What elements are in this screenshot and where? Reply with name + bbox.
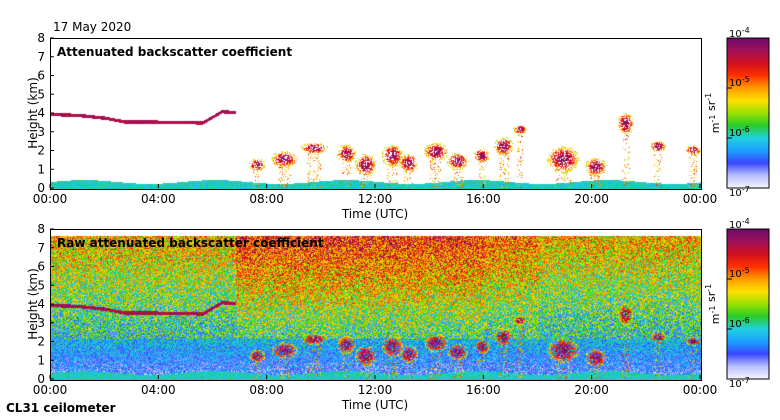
colorbar-tick-label: 10-7 [729, 185, 750, 199]
y-tick-label: 0 [37, 372, 45, 386]
panel-title: Attenuated backscatter coefficient [57, 45, 293, 59]
y-tick-label: 3 [37, 125, 45, 139]
y-tick-label: 8 [37, 31, 45, 45]
x-tick-label: 04:00 [141, 383, 176, 397]
y-tick-label: 2 [37, 144, 45, 158]
y-tick-label: 6 [37, 69, 45, 83]
x-axis-label: Time (UTC) [341, 207, 408, 221]
axes: 00:00 04:00 08:00 12:00 16:00 20:00 00:0001234… [26, 26, 770, 221]
y-axis-label: Height (km) [26, 77, 40, 148]
colorbar-tick-label: 10-7 [729, 376, 750, 390]
x-tick-label: 08:00 [249, 192, 284, 206]
panel-title: Raw attenuated backscatter coefficient [57, 236, 324, 250]
x-tick-label: 12:00 [358, 383, 393, 397]
y-tick-label: 1 [37, 162, 45, 176]
x-tick-label: 04:00 [141, 192, 176, 206]
colorbar-tick-label: 10-6 [729, 316, 750, 330]
y-tick-label: 0 [37, 181, 45, 195]
x-tick-label: 08:00 [249, 383, 284, 397]
instrument-label: CL31 ceilometer [6, 401, 116, 415]
backscatter-heatmap [50, 38, 702, 190]
y-tick-label: 5 [37, 87, 45, 101]
x-tick-label: 16:00 [466, 192, 501, 206]
x-tick-label: 20:00 [574, 192, 609, 206]
y-tick-label: 2 [37, 335, 45, 349]
panel-attenuated: Attenuated backscatter coefficient 00:00… [0, 26, 780, 228]
colorbar [726, 228, 770, 380]
colorbar-tick-label: 10-5 [729, 266, 750, 280]
raw-backscatter-heatmap [50, 229, 702, 381]
y-axis-label: Height (km) [26, 268, 40, 339]
colorbar [726, 37, 770, 189]
colorbar-units: m-1 sr-1 [704, 284, 722, 324]
y-tick-label: 1 [37, 353, 45, 367]
y-tick-label: 7 [37, 241, 45, 255]
x-tick-label: 00:00 [683, 383, 718, 397]
colorbar-tick-label: 10-5 [729, 75, 750, 89]
colorbar-tick-label: 10-6 [729, 125, 750, 139]
x-tick-label: 00:00 [683, 192, 718, 206]
y-tick-label: 4 [37, 297, 45, 311]
y-tick-label: 5 [37, 278, 45, 292]
axes: 00:00 04:00 08:00 12:00 16:00 20:00 00:0001234… [26, 217, 770, 412]
panel-raw: Raw attenuated backscatter coefficient 0… [0, 217, 780, 419]
colorbar-units: m-1 sr-1 [704, 93, 722, 133]
x-axis-label: Time (UTC) [341, 398, 408, 412]
x-tick-label: 16:00 [466, 383, 501, 397]
date-label: 17 May 2020 [53, 20, 132, 34]
x-tick-label: 20:00 [574, 383, 609, 397]
x-tick-label: 00:00 [33, 192, 68, 206]
x-tick-label: 00:00 [33, 383, 68, 397]
y-tick-label: 6 [37, 260, 45, 274]
x-tick-label: 12:00 [358, 192, 393, 206]
y-tick-label: 8 [37, 222, 45, 236]
colorbar-tick-label: 10-4 [729, 26, 750, 40]
y-tick-label: 3 [37, 316, 45, 330]
y-tick-label: 4 [37, 106, 45, 120]
colorbar-tick-label: 10-4 [729, 217, 750, 231]
y-tick-label: 7 [37, 50, 45, 64]
